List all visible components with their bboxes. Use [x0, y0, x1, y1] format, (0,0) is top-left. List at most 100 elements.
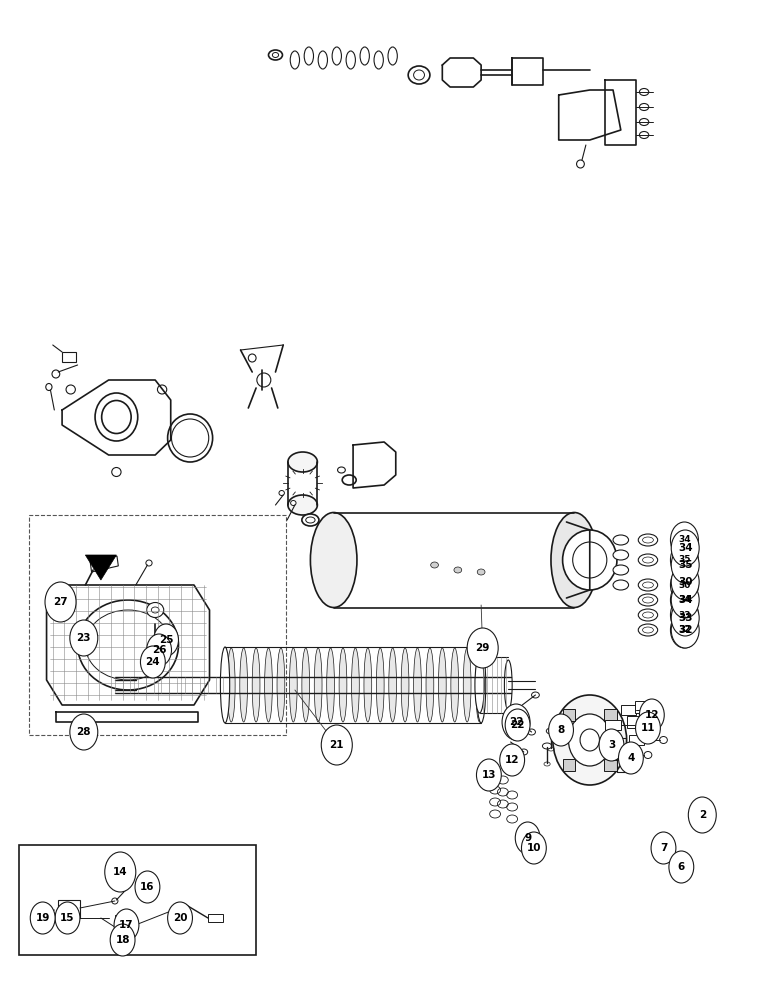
Ellipse shape: [227, 648, 235, 722]
Ellipse shape: [279, 490, 284, 495]
Ellipse shape: [568, 714, 611, 766]
Circle shape: [114, 909, 139, 941]
Text: 4: 4: [627, 753, 635, 763]
Circle shape: [476, 759, 501, 791]
Text: 30: 30: [678, 580, 691, 589]
Circle shape: [30, 902, 55, 934]
Ellipse shape: [542, 743, 552, 749]
Ellipse shape: [476, 647, 486, 723]
Circle shape: [671, 582, 699, 618]
Ellipse shape: [504, 660, 512, 710]
Bar: [62, 352, 76, 362]
Text: 22: 22: [511, 720, 525, 730]
Ellipse shape: [112, 898, 118, 904]
Circle shape: [671, 600, 699, 636]
Circle shape: [140, 646, 165, 678]
Circle shape: [671, 564, 699, 600]
Text: 32: 32: [678, 626, 691, 635]
Ellipse shape: [638, 594, 657, 606]
Circle shape: [521, 832, 546, 864]
Ellipse shape: [476, 648, 483, 722]
Text: 15: 15: [61, 913, 74, 923]
Ellipse shape: [644, 752, 652, 758]
Text: 35: 35: [678, 560, 692, 570]
Circle shape: [70, 620, 98, 656]
Ellipse shape: [454, 567, 462, 573]
Bar: [627, 716, 646, 728]
Ellipse shape: [277, 648, 285, 722]
Ellipse shape: [638, 609, 657, 621]
Bar: [635, 701, 653, 713]
Text: 7: 7: [660, 843, 667, 853]
Bar: [29, 515, 286, 735]
Text: 12: 12: [505, 755, 519, 765]
Bar: [605, 709, 617, 721]
Ellipse shape: [573, 542, 607, 578]
Ellipse shape: [652, 706, 660, 714]
Circle shape: [549, 714, 573, 746]
Text: 26: 26: [152, 645, 166, 655]
Ellipse shape: [477, 569, 485, 575]
Text: 20: 20: [173, 913, 187, 923]
Text: 22: 22: [509, 717, 523, 727]
Text: 24: 24: [146, 657, 160, 667]
Bar: [208, 914, 223, 922]
Ellipse shape: [252, 648, 260, 722]
Ellipse shape: [314, 648, 322, 722]
Circle shape: [502, 704, 530, 740]
Ellipse shape: [438, 648, 446, 722]
Ellipse shape: [265, 648, 272, 722]
Ellipse shape: [147, 602, 164, 617]
Circle shape: [467, 628, 498, 668]
Ellipse shape: [613, 550, 629, 560]
Circle shape: [321, 725, 352, 765]
Bar: [563, 709, 575, 721]
Circle shape: [618, 742, 643, 774]
Ellipse shape: [339, 648, 347, 722]
Ellipse shape: [248, 354, 256, 362]
Circle shape: [105, 852, 136, 892]
Ellipse shape: [288, 452, 317, 472]
Ellipse shape: [613, 565, 629, 575]
Circle shape: [599, 729, 624, 761]
Ellipse shape: [257, 373, 271, 387]
Ellipse shape: [302, 648, 310, 722]
Ellipse shape: [431, 562, 438, 568]
Ellipse shape: [551, 512, 598, 607]
Text: 29: 29: [476, 643, 490, 653]
Ellipse shape: [240, 648, 248, 722]
Ellipse shape: [638, 534, 657, 546]
Ellipse shape: [660, 736, 667, 744]
Circle shape: [70, 714, 98, 750]
Text: 3: 3: [608, 740, 615, 750]
Ellipse shape: [352, 648, 359, 722]
Circle shape: [670, 522, 698, 558]
Text: 33: 33: [678, 610, 691, 619]
Ellipse shape: [85, 610, 171, 680]
Ellipse shape: [364, 648, 372, 722]
Circle shape: [636, 712, 660, 744]
Ellipse shape: [220, 647, 230, 723]
Ellipse shape: [121, 933, 130, 941]
Ellipse shape: [553, 695, 627, 785]
Ellipse shape: [52, 370, 60, 378]
Ellipse shape: [376, 648, 384, 722]
Ellipse shape: [401, 648, 409, 722]
Ellipse shape: [327, 648, 334, 722]
Ellipse shape: [532, 692, 539, 698]
Circle shape: [671, 530, 699, 566]
Bar: [151, 644, 159, 658]
Circle shape: [671, 612, 699, 648]
Text: 28: 28: [77, 727, 91, 737]
Ellipse shape: [463, 648, 471, 722]
Text: 2: 2: [698, 810, 706, 820]
Text: 25: 25: [159, 635, 173, 645]
Ellipse shape: [563, 530, 617, 590]
Bar: [90, 556, 118, 572]
Text: 17: 17: [120, 920, 133, 930]
Ellipse shape: [310, 512, 357, 607]
Text: 19: 19: [36, 913, 50, 923]
Text: 16: 16: [140, 882, 154, 892]
Bar: [613, 750, 629, 760]
Text: 8: 8: [557, 725, 565, 735]
